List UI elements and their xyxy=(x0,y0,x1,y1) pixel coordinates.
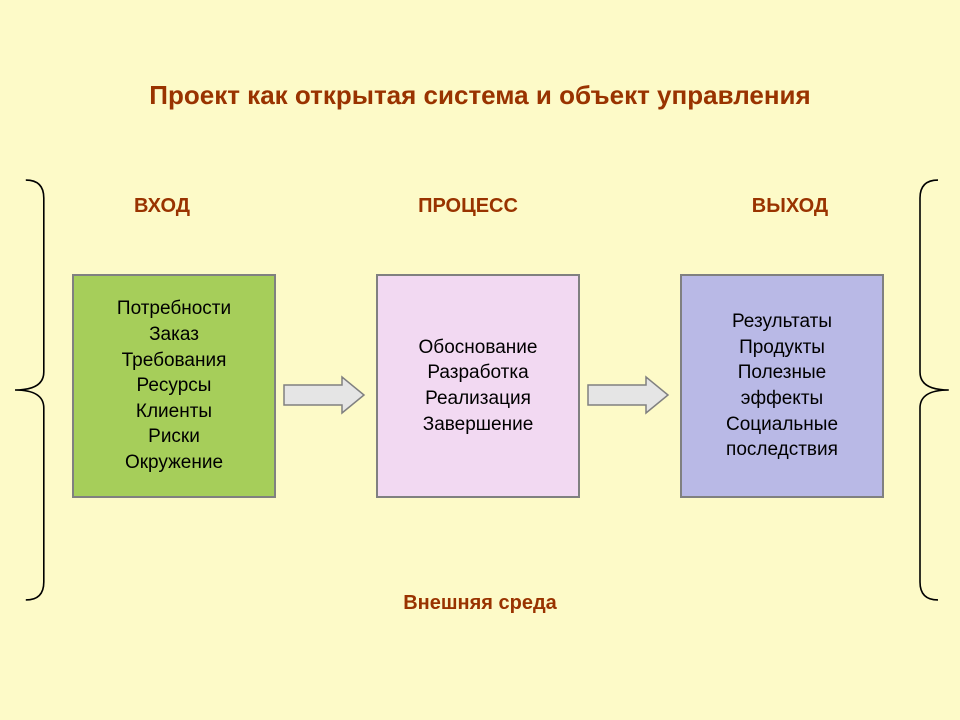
footer-label: Внешняя среда xyxy=(0,592,960,615)
input-box-line-5: Риски xyxy=(148,424,200,450)
output-box-line-3: эффекты xyxy=(741,386,823,412)
input-box-line-0: Потребности xyxy=(117,296,231,322)
arrow-2 xyxy=(588,375,668,415)
output-box-line-5: последствия xyxy=(726,437,838,463)
output-box-line-4: Социальные xyxy=(726,412,838,438)
process-box-line-0: Обоснование xyxy=(419,335,538,361)
right-brace xyxy=(918,178,951,602)
input-box-line-3: Ресурсы xyxy=(137,373,212,399)
process-box-line-2: Реализация xyxy=(425,386,531,412)
input-box-line-2: Требования xyxy=(122,348,227,374)
column-header-1: ПРОЦЕСС xyxy=(348,195,588,218)
output-box-line-0: Результаты xyxy=(732,309,832,335)
process-box-line-3: Завершение xyxy=(423,412,534,438)
page-title: Проект как открытая система и объект упр… xyxy=(0,80,960,111)
column-header-0: ВХОД xyxy=(42,195,282,218)
left-brace xyxy=(13,178,46,602)
arrow-1 xyxy=(284,375,364,415)
output-box-line-1: Продукты xyxy=(739,335,825,361)
output-box: РезультатыПродуктыПолезныеэффектыСоциаль… xyxy=(680,274,884,498)
input-box-line-1: Заказ xyxy=(149,322,199,348)
input-box: ПотребностиЗаказТребованияРесурсыКлиенты… xyxy=(72,274,276,498)
input-box-line-4: Клиенты xyxy=(136,399,212,425)
column-header-2: ВЫХОД xyxy=(670,195,910,218)
output-box-line-2: Полезные xyxy=(738,360,826,386)
input-box-line-6: Окружение xyxy=(125,450,223,476)
process-box: ОбоснованиеРазработкаРеализацияЗавершени… xyxy=(376,274,580,498)
process-box-line-1: Разработка xyxy=(427,360,528,386)
